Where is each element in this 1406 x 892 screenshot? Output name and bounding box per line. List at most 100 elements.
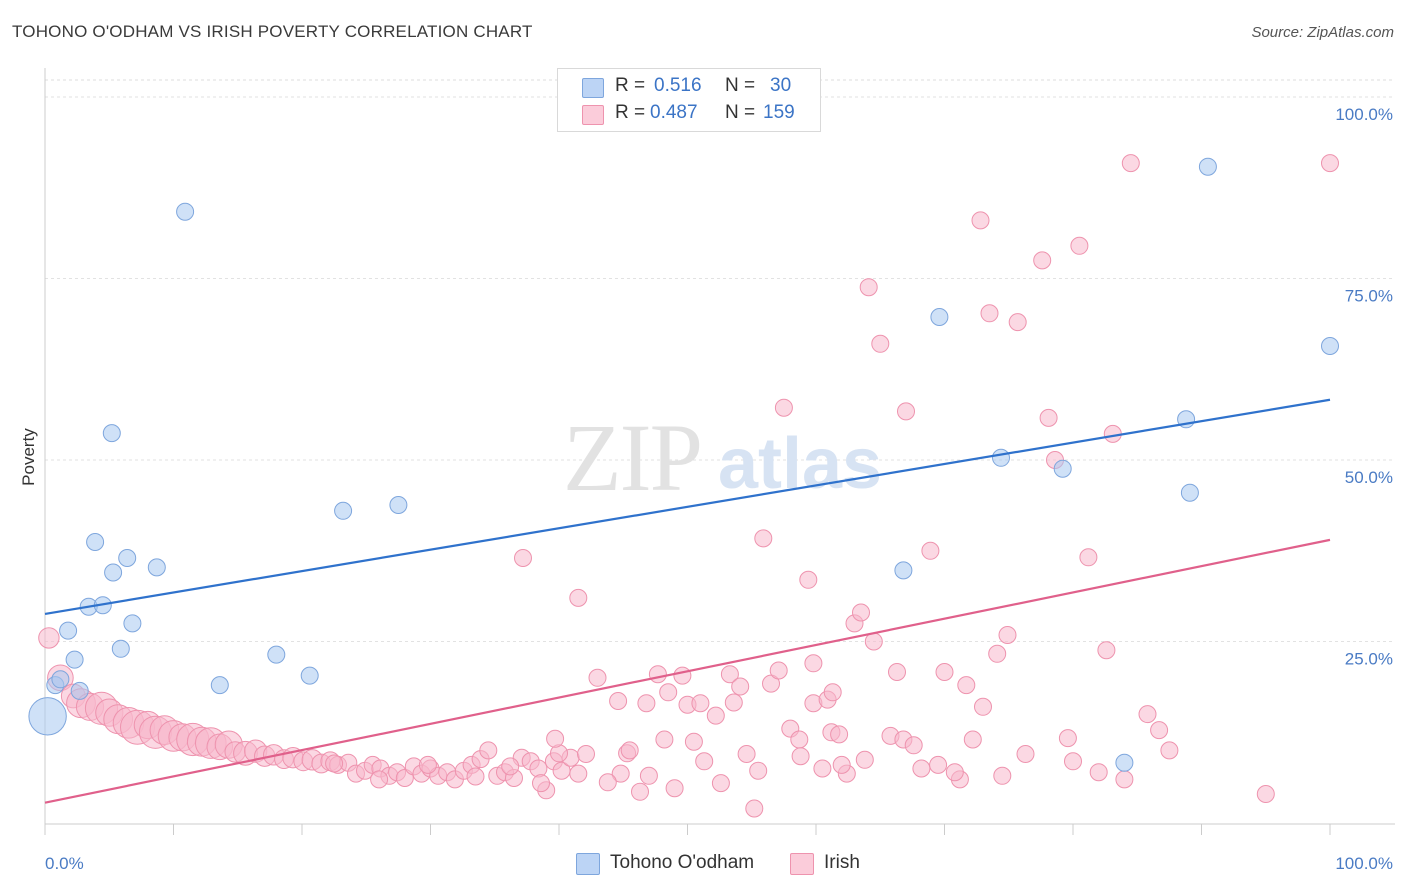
irish-point: [749, 761, 768, 780]
irish-point: [1016, 745, 1035, 763]
y-tick-label: 25.0%: [1345, 650, 1393, 669]
irish-point: [974, 697, 992, 716]
watermark-zip: ZIP: [563, 404, 701, 511]
y-tick-label: 100.0%: [1335, 105, 1393, 124]
irish-point: [988, 644, 1007, 663]
irish-point: [1039, 408, 1058, 427]
x-tick-label-max: 100.0%: [1335, 854, 1393, 873]
tohono-point: [267, 645, 286, 664]
irish-point: [1321, 154, 1339, 173]
irish-point: [418, 755, 437, 774]
legend-r-label: R =: [615, 75, 646, 96]
tohono-legend-label: Tohono O'odham: [610, 852, 755, 873]
irish-point: [577, 745, 595, 763]
tohono-points: [28, 157, 1339, 772]
tohono-point: [389, 496, 408, 514]
y-tick-labels: 100.0% 75.0% 50.0% 25.0%: [1335, 105, 1393, 669]
irish-point: [731, 677, 750, 696]
irish-point: [1064, 752, 1082, 771]
irish-point: [912, 759, 931, 778]
irish-point: [598, 773, 617, 792]
tohono-point: [1321, 337, 1339, 355]
tohono-point: [1053, 459, 1072, 478]
irish-point: [935, 663, 954, 681]
irish-point: [1121, 154, 1140, 173]
irish-point: [706, 706, 725, 725]
irish-point: [529, 759, 548, 778]
tohono-point: [70, 681, 89, 700]
irish-point: [745, 799, 764, 818]
legend-n-irish: 159: [763, 102, 795, 123]
irish-point: [673, 666, 692, 685]
irish-point: [720, 665, 739, 684]
irish-point: [655, 730, 674, 749]
tohono-point: [300, 666, 319, 685]
irish-point: [871, 334, 890, 353]
irish-point: [620, 741, 639, 760]
tohono-point: [210, 676, 229, 695]
irish-point: [904, 736, 923, 755]
tohono-point: [118, 549, 137, 567]
irish-point: [852, 603, 870, 622]
irish-point: [823, 683, 842, 702]
tohono-point: [104, 563, 123, 582]
irish-point: [370, 770, 389, 789]
tohono-point: [111, 639, 130, 658]
tohono-point: [147, 558, 166, 577]
irish-point: [611, 764, 630, 783]
irish-point: [1256, 785, 1275, 803]
tohono-point: [28, 697, 67, 736]
irish-point: [1033, 251, 1052, 270]
tohono-swatch: [582, 78, 604, 98]
tohono-point: [102, 424, 121, 443]
irish-point: [1115, 770, 1134, 789]
tohono-trend-line: [44, 398, 1331, 615]
irish-point: [569, 588, 588, 607]
irish-point: [1008, 313, 1027, 332]
irish-point: [1070, 236, 1089, 255]
irish-swatch: [582, 105, 604, 125]
irish-point: [466, 767, 485, 786]
tohono-point: [930, 308, 949, 326]
irish-point: [790, 730, 809, 749]
y-tick-label: 50.0%: [1345, 468, 1393, 487]
x-tick-label-min: 0.0%: [45, 854, 84, 873]
tohono-point: [65, 650, 84, 669]
irish-point: [501, 757, 520, 776]
irish-point: [639, 766, 658, 785]
stats-legend: R = 0.516 N = 30 R = 0.487 N = 159: [557, 68, 821, 132]
irish-point: [813, 759, 832, 778]
tohono-point: [176, 202, 195, 221]
irish-point: [945, 763, 964, 782]
irish-point: [514, 549, 532, 567]
irish-point: [737, 745, 756, 763]
irish-trend-line: [44, 538, 1331, 804]
irish-point: [754, 529, 773, 548]
irish-point: [804, 654, 823, 673]
irish-point: [1079, 548, 1098, 567]
irish-point: [774, 398, 793, 417]
irish-point: [569, 764, 588, 783]
tohono-legend-swatch: [576, 853, 600, 875]
irish-point: [929, 755, 948, 774]
chart-title: TOHONO O'ODHAM VS IRISH POVERTY CORRELAT…: [12, 22, 533, 41]
irish-point: [1150, 721, 1169, 740]
legend-n-tohono: 30: [770, 75, 792, 96]
watermark: ZIP atlas: [563, 404, 882, 511]
irish-point: [1138, 705, 1157, 724]
tohono-point: [1198, 157, 1217, 176]
irish-point: [864, 632, 883, 651]
irish-point: [724, 693, 743, 712]
irish-point: [769, 661, 788, 680]
legend-n-label: N =: [725, 75, 756, 96]
irish-point: [711, 774, 730, 793]
tohono-point: [894, 561, 913, 580]
tohono-point: [334, 501, 353, 520]
irish-point: [1058, 729, 1077, 748]
irish-point: [546, 729, 565, 748]
irish-point: [695, 752, 714, 771]
legend-r-irish: 0.487: [650, 102, 698, 123]
tohono-point: [86, 533, 105, 551]
irish-point: [588, 668, 607, 687]
